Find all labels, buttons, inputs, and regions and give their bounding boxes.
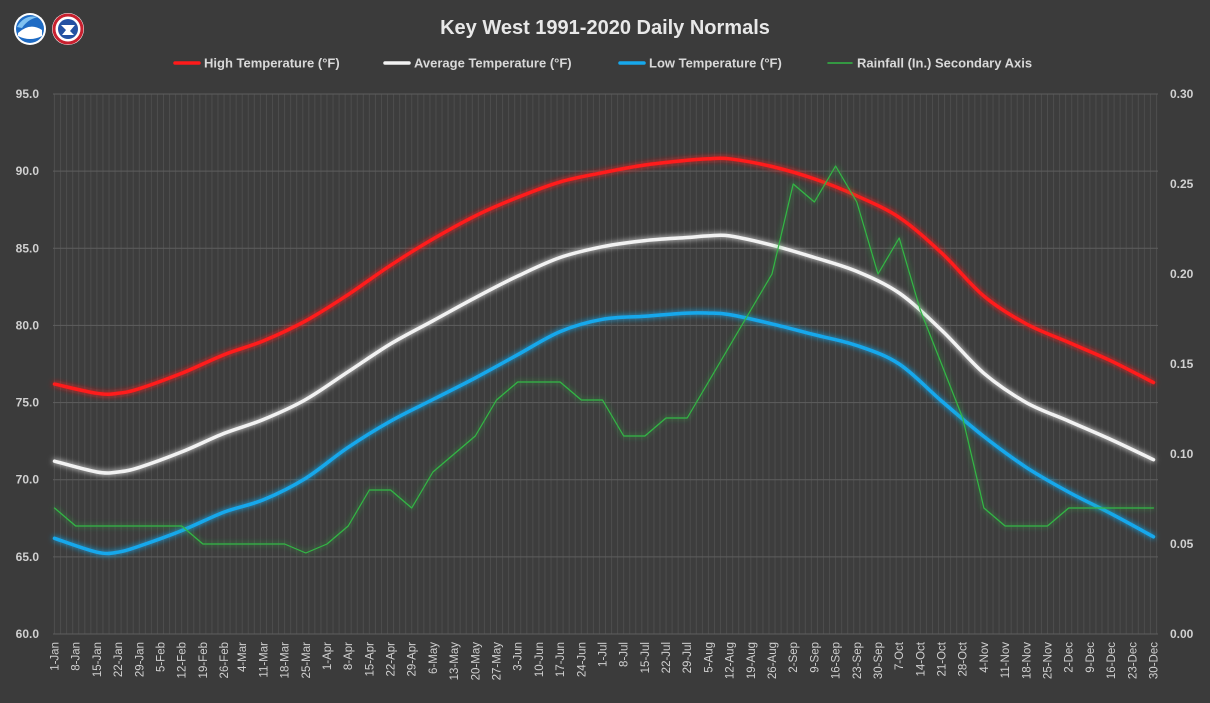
y-left-tick-label: 70.0 bbox=[16, 473, 40, 487]
series-lines bbox=[52, 156, 1156, 556]
series-line-rainfall-in-secondary-axis bbox=[53, 165, 1155, 554]
x-tick-label: 28-Oct bbox=[958, 641, 970, 676]
y-left-tick-label: 60.0 bbox=[16, 627, 40, 641]
y-right-tick-label: 0.00 bbox=[1170, 627, 1194, 641]
y-left-tick-label: 85.0 bbox=[16, 241, 40, 255]
y-axis-left: 60.0 65.0 70.0 75.0 80.0 85.0 90.0 95.0 bbox=[16, 87, 40, 641]
x-tick-label: 18-Mar bbox=[280, 642, 292, 679]
y-right-tick-label: 0.15 bbox=[1170, 357, 1194, 371]
x-tick-label: 9-Sep bbox=[809, 642, 821, 673]
x-tick-label: 22-Jan bbox=[113, 642, 125, 677]
x-tick-label: 18-Nov bbox=[1021, 642, 1033, 679]
x-tick-label: 24-Jun bbox=[576, 642, 588, 677]
x-tick-label: 30-Sep bbox=[873, 642, 885, 679]
x-tick-label: 11-Mar bbox=[258, 642, 270, 678]
y-left-tick-label: 75.0 bbox=[16, 396, 40, 410]
series-line-high-temperature-f bbox=[52, 156, 1156, 396]
x-tick-label: 19-Feb bbox=[198, 642, 210, 678]
x-tick-label: 1-Jan bbox=[50, 642, 62, 671]
x-tick-label: 26-Feb bbox=[219, 642, 231, 678]
x-tick-label: 21-Oct bbox=[937, 641, 949, 676]
x-tick-label: 11-Nov bbox=[1000, 642, 1012, 678]
y-right-tick-label: 0.20 bbox=[1170, 267, 1194, 281]
y-left-tick-label: 95.0 bbox=[16, 87, 40, 101]
x-tick-label: 1-Jul bbox=[597, 642, 609, 667]
x-tick-label: 15-Jan bbox=[92, 642, 104, 677]
x-tick-label: 15-Jul bbox=[640, 642, 652, 673]
x-tick-label: 6-May bbox=[428, 642, 440, 674]
x-tick-label: 1-Apr bbox=[322, 642, 334, 670]
x-tick-label: 29-Jan bbox=[134, 642, 146, 677]
series-line-low-temperature-f bbox=[52, 311, 1156, 556]
x-tick-label: 13-May bbox=[449, 642, 461, 681]
x-tick-label: 3-Jun bbox=[513, 642, 525, 671]
x-tick-label: 30-Dec bbox=[1148, 642, 1160, 679]
x-tick-label: 14-Oct bbox=[915, 641, 927, 676]
chart-title: Key West 1991-2020 Daily Normals bbox=[440, 17, 770, 39]
y-right-tick-label: 0.05 bbox=[1170, 537, 1194, 551]
x-tick-label: 23-Dec bbox=[1127, 642, 1139, 679]
x-tick-label: 10-Jun bbox=[534, 642, 546, 677]
legend-label-rainfall-in-secondary-axis: Rainfall (In.) Secondary Axis bbox=[857, 56, 1032, 71]
x-tick-label: 8-Jul bbox=[619, 642, 631, 667]
x-tick-label: 4-Nov bbox=[979, 642, 991, 673]
x-tick-label: 25-Mar bbox=[301, 642, 313, 679]
y-left-tick-label: 90.0 bbox=[16, 164, 40, 178]
x-tick-label: 12-Feb bbox=[177, 642, 189, 678]
x-tick-label: 2-Sep bbox=[788, 642, 800, 673]
x-tick-label: 5-Aug bbox=[703, 642, 715, 673]
x-tick-label: 22-Apr bbox=[386, 642, 398, 677]
x-tick-label: 20-May bbox=[470, 642, 482, 681]
x-tick-label: 23-Sep bbox=[852, 642, 864, 679]
x-tick-label: 15-Apr bbox=[364, 642, 376, 677]
x-tick-label: 22-Jul bbox=[661, 642, 673, 673]
x-tick-label: 17-Jun bbox=[555, 642, 567, 677]
legend: High Temperature (°F) Average Temperature… bbox=[173, 56, 1032, 71]
x-tick-label: 26-Aug bbox=[767, 642, 779, 679]
x-axis: 1-Jan 8-Jan 15-Jan 22-Jan 29-Jan 5-Feb 12-Feb 1… bbox=[50, 641, 1161, 680]
x-tick-label: 27-May bbox=[492, 642, 504, 681]
y-left-tick-label: 80.0 bbox=[16, 318, 40, 332]
legend-label-high-temperature-f: High Temperature (°F) bbox=[204, 56, 340, 71]
x-tick-label: 8-Jan bbox=[71, 642, 83, 671]
noaa-logo-icon bbox=[14, 13, 46, 45]
x-tick-label: 7-Oct bbox=[894, 641, 906, 670]
y-right-tick-label: 0.25 bbox=[1170, 177, 1194, 191]
y-right-tick-label: 0.10 bbox=[1170, 447, 1194, 461]
x-tick-label: 9-Dec bbox=[1085, 642, 1097, 673]
y-left-tick-label: 65.0 bbox=[16, 550, 40, 564]
y-axis-right: 0.00 0.05 0.10 0.15 0.20 0.25 0.30 bbox=[1170, 87, 1194, 641]
x-tick-label: 16-Sep bbox=[831, 642, 843, 679]
x-tick-label: 4-Mar bbox=[237, 642, 249, 672]
x-tick-label: 16-Dec bbox=[1106, 642, 1118, 679]
x-tick-label: 29-Jul bbox=[682, 642, 694, 673]
x-tick-label: 12-Aug bbox=[725, 642, 737, 679]
y-right-tick-label: 0.30 bbox=[1170, 87, 1194, 101]
nws-logo-icon bbox=[52, 13, 84, 45]
legend-label-average-temperature-f: Average Temperature (°F) bbox=[414, 56, 572, 71]
legend-label-low-temperature-f: Low Temperature (°F) bbox=[649, 56, 782, 71]
x-tick-label: 25-Nov bbox=[1043, 642, 1055, 679]
x-tick-label: 29-Apr bbox=[407, 642, 419, 677]
x-tick-label: 2-Dec bbox=[1064, 642, 1076, 673]
gridlines bbox=[53, 93, 1158, 635]
series-line-average-temperature-f bbox=[52, 233, 1156, 475]
x-tick-label: 5-Feb bbox=[155, 642, 167, 672]
x-tick-label: 8-Apr bbox=[343, 642, 355, 670]
x-tick-label: 19-Aug bbox=[746, 642, 758, 679]
